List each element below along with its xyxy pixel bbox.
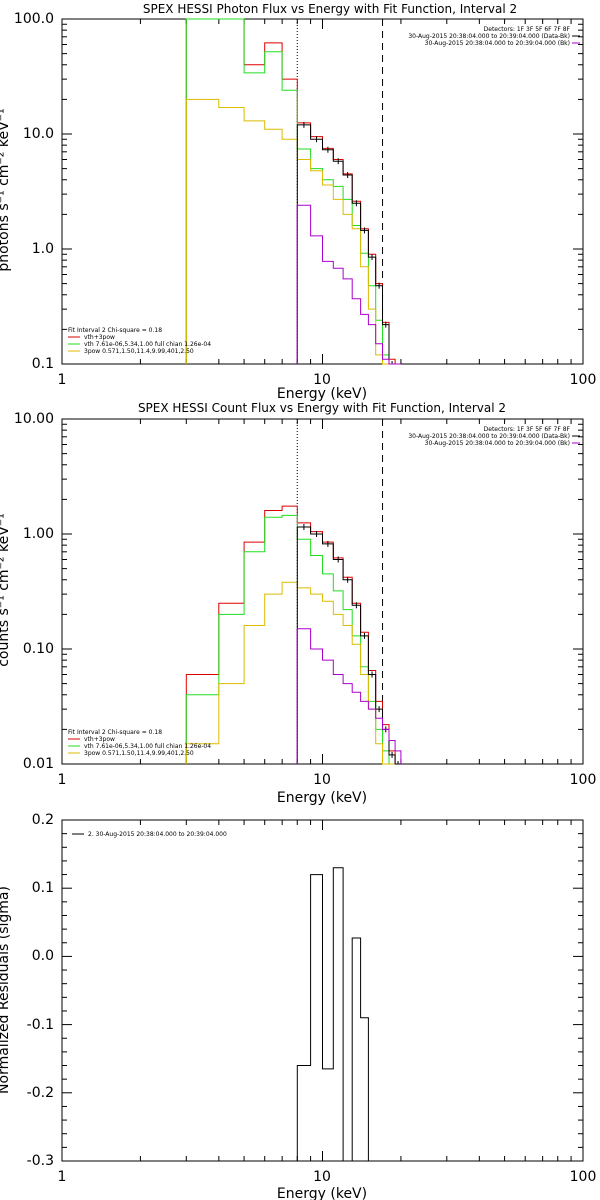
residuals-xtick-label-1: 10 [313, 1169, 331, 1185]
count-flux-legend-line-2: vth 7.61e-06,5.34,1.00 full chian 1.26e-… [84, 743, 211, 750]
photon-flux-legend-line-3: 3pow 0.571,1.50,11.4,9.99,401,2.50 [84, 348, 194, 355]
count-flux-title: SPEX HESSI Count Flux vs Energy with Fit… [138, 401, 506, 415]
count-flux-plot-frame [61, 418, 584, 765]
photon-flux-ytick-label-3: 100.0 [14, 11, 54, 27]
photon-flux-plot-frame [61, 18, 584, 365]
count-flux-legend-line-1: vth+3pow [84, 736, 115, 743]
photon-flux-ytick-label-0: 0.1 [32, 356, 54, 372]
photon-flux-header-line-2: 30-Aug-2015 20:38:04.000 to 20:39:04.000… [425, 40, 570, 47]
residuals-ylabel: Normalized Residuals (sigma) [0, 886, 12, 1094]
count-flux-xlabel: Energy (keV) [277, 790, 367, 806]
photon-flux-xtick-label-1: 10 [313, 372, 331, 388]
photon-flux-header-line-1: 30-Aug-2015 20:38:04.000 to 20:39:04.000… [408, 33, 570, 40]
residuals-legend-line-0: 2. 30-Aug-2015 20:38:04.000 to 20:39:04.… [88, 831, 227, 838]
residuals-ytick-label-1: -0.2 [27, 1085, 54, 1101]
residuals-panel: -0.3 -0.2 -0.1 0.0 0.1 0.2 1 10 100 Ener… [0, 812, 596, 1200]
residuals-ytick-label-0: -0.3 [27, 1153, 54, 1169]
count-flux-fit-range-lines [296, 419, 384, 764]
photon-flux-series-magenta [296, 204, 401, 365]
count-flux-header-line-0: Detectors: 1F 3F 5F 6F 7F 8F [484, 426, 571, 433]
residuals-axis-ticks [61, 819, 583, 1162]
count-flux-axis-ticks [61, 419, 583, 765]
photon-flux-legend-line-2: vth 7.61e-06,5.34,1.00 full chian 1.26e-… [84, 341, 211, 348]
photon-flux-legend-line-0: Fit Interval 2 Chi-square = 0.18 [68, 327, 162, 334]
residuals-series [296, 867, 369, 1162]
residuals-step-line [296, 867, 369, 1162]
photon-flux-ytick-label-2: 10.0 [23, 126, 54, 142]
photon-flux-series-black [296, 124, 401, 365]
residuals-xtick-label-0: 1 [58, 1169, 67, 1185]
count-flux-series-green [185, 514, 401, 765]
photon-flux-series-red [185, 18, 401, 365]
photon-flux-xtick-label-2: 100 [570, 372, 597, 388]
photon-flux-panel: SPEX HESSI Photon Flux vs Energy with Fi… [0, 2, 596, 402]
residuals-ytick-label-4: 0.1 [32, 880, 54, 896]
count-flux-series-yellow [185, 581, 401, 765]
count-flux-legend-line-0: Fit Interval 2 Chi-square = 0.18 [68, 729, 162, 736]
count-flux-header-line-1: 30-Aug-2015 20:38:04.000 to 20:39:04.000… [408, 433, 570, 440]
photon-flux-ytick-label-1: 1.0 [32, 241, 54, 257]
photon-flux-title: SPEX HESSI Photon Flux vs Energy with Fi… [143, 2, 517, 16]
residuals-xtick-label-2: 100 [570, 1169, 597, 1185]
count-flux-ylabel: counts s⁻¹ cm⁻² keV⁻¹ [0, 513, 12, 667]
count-flux-xtick-label-0: 1 [58, 772, 67, 788]
photon-flux-header-line-0: Detectors: 1F 3F 5F 6F 7F 8F [484, 26, 571, 33]
count-flux-xtick-label-2: 100 [570, 772, 597, 788]
count-flux-ytick-label-1: 0.10 [23, 641, 54, 657]
photon-flux-axis-ticks [61, 19, 583, 365]
count-flux-xtick-label-1: 10 [313, 772, 331, 788]
count-flux-series-magenta [296, 628, 402, 764]
count-flux-legend-line-3: 3pow 0.571,1.50,11.4,9.99,401,2.50 [84, 750, 194, 757]
residuals-ytick-label-2: -0.1 [27, 1017, 54, 1033]
photon-flux-series [185, 18, 401, 365]
photon-flux-fit-range-lines [296, 19, 384, 364]
photon-flux-xtick-label-0: 1 [58, 372, 67, 388]
residuals-xlabel: Energy (keV) [277, 1186, 367, 1200]
count-flux-ytick-label-3: 10.00 [14, 411, 54, 427]
count-flux-header-line-2: 30-Aug-2015 20:38:04.000 to 20:39:04.000… [425, 440, 570, 447]
residuals-ytick-label-5: 0.2 [32, 812, 54, 828]
count-flux-series [185, 505, 402, 765]
count-flux-panel: SPEX HESSI Count Flux vs Energy with Fit… [0, 401, 596, 806]
photon-flux-series-green [185, 18, 401, 365]
count-flux-ytick-label-2: 1.00 [23, 526, 54, 542]
residuals-ytick-label-3: 0.0 [32, 948, 54, 964]
photon-flux-legend-line-1: vth+3pow [84, 334, 115, 341]
count-flux-ytick-label-0: 0.01 [23, 756, 54, 772]
photon-flux-ylabel: photons s⁻¹ cm⁻² keV⁻¹ [0, 108, 12, 271]
photon-flux-xlabel: Energy (keV) [277, 386, 367, 402]
